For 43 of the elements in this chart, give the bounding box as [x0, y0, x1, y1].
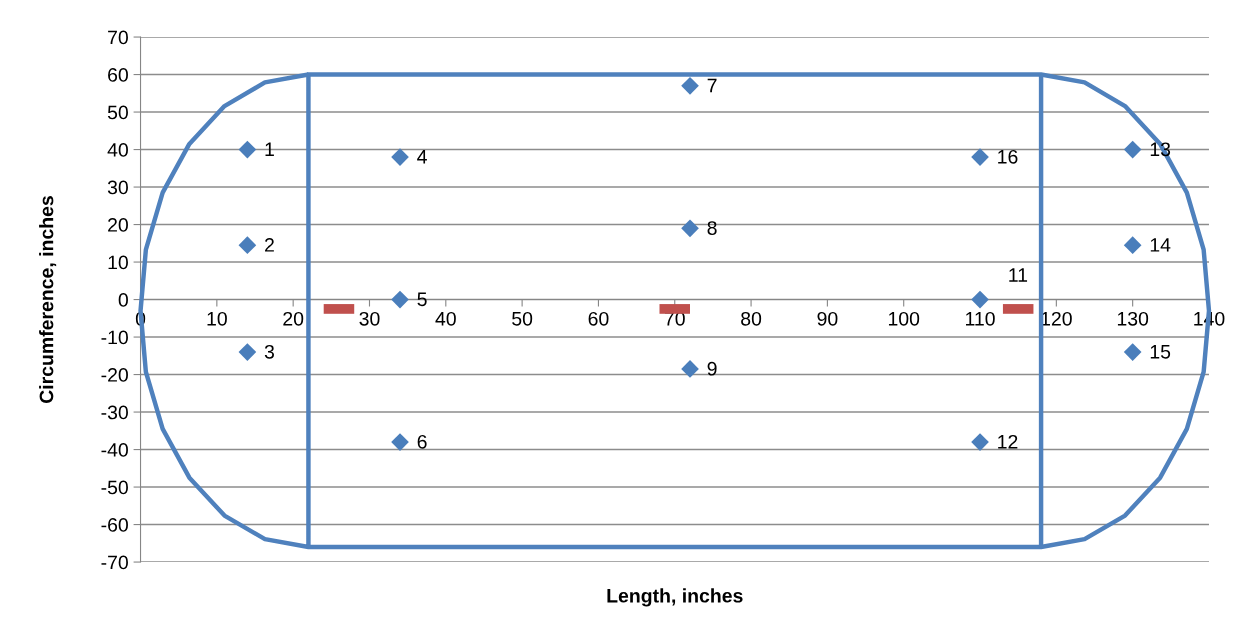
x-tick-label: 100 — [888, 311, 920, 326]
x-tick-label: 20 — [283, 311, 304, 326]
annotation: 5 — [417, 292, 427, 307]
y-tick-label: -60 — [101, 518, 128, 532]
annotation: 2 — [265, 238, 274, 252]
x-tick-label: 10 — [207, 311, 227, 326]
y-tick-label: 10 — [108, 255, 128, 270]
annotation: 3 — [264, 344, 274, 359]
x-tick-label: 110 — [966, 311, 995, 326]
y-tick-label: -50 — [101, 480, 128, 495]
y-tick-label: -70 — [101, 555, 128, 570]
annotation: 7 — [707, 78, 717, 93]
annotation: 8 — [707, 221, 717, 235]
x-tick-label: 40 — [435, 311, 456, 326]
x-tick-label: 90 — [817, 311, 838, 326]
annotation: 6 — [417, 434, 427, 449]
y-tick-label: 20 — [108, 218, 128, 232]
y-tick-label: 60 — [108, 68, 128, 82]
x-tick-label: 120 — [1041, 311, 1072, 326]
annotation: 11 — [1009, 268, 1028, 282]
x-tick-label: 30 — [359, 311, 380, 326]
y-tick-label: 70 — [108, 30, 128, 45]
annotation: 12 — [998, 434, 1018, 449]
x-tick-label: 60 — [588, 311, 609, 326]
annotation: 15 — [1150, 345, 1171, 359]
y-tick-label: 40 — [107, 143, 128, 157]
y-tick-label: -30 — [101, 405, 128, 420]
annotation: 14 — [1150, 238, 1171, 252]
x-tick-label: 80 — [741, 311, 762, 326]
annotation: 9 — [707, 361, 717, 376]
x-tick-label: 50 — [512, 311, 533, 326]
y-axis-title: Circumference, inches — [39, 196, 57, 404]
y-tick-label: -20 — [101, 368, 128, 382]
y-tick-label: 0 — [118, 293, 128, 307]
y-tick-label: -10 — [101, 330, 128, 345]
annotation: 1 — [265, 142, 274, 156]
y-tick-label: -40 — [101, 443, 128, 457]
annotation: 4 — [417, 150, 427, 164]
x-axis-title: Length, inches — [607, 588, 743, 607]
x-tick-label: 130 — [1117, 311, 1149, 326]
annotation: 16 — [998, 149, 1018, 164]
y-tick-label: 50 — [107, 105, 128, 120]
y-tick-label: 30 — [107, 180, 128, 195]
